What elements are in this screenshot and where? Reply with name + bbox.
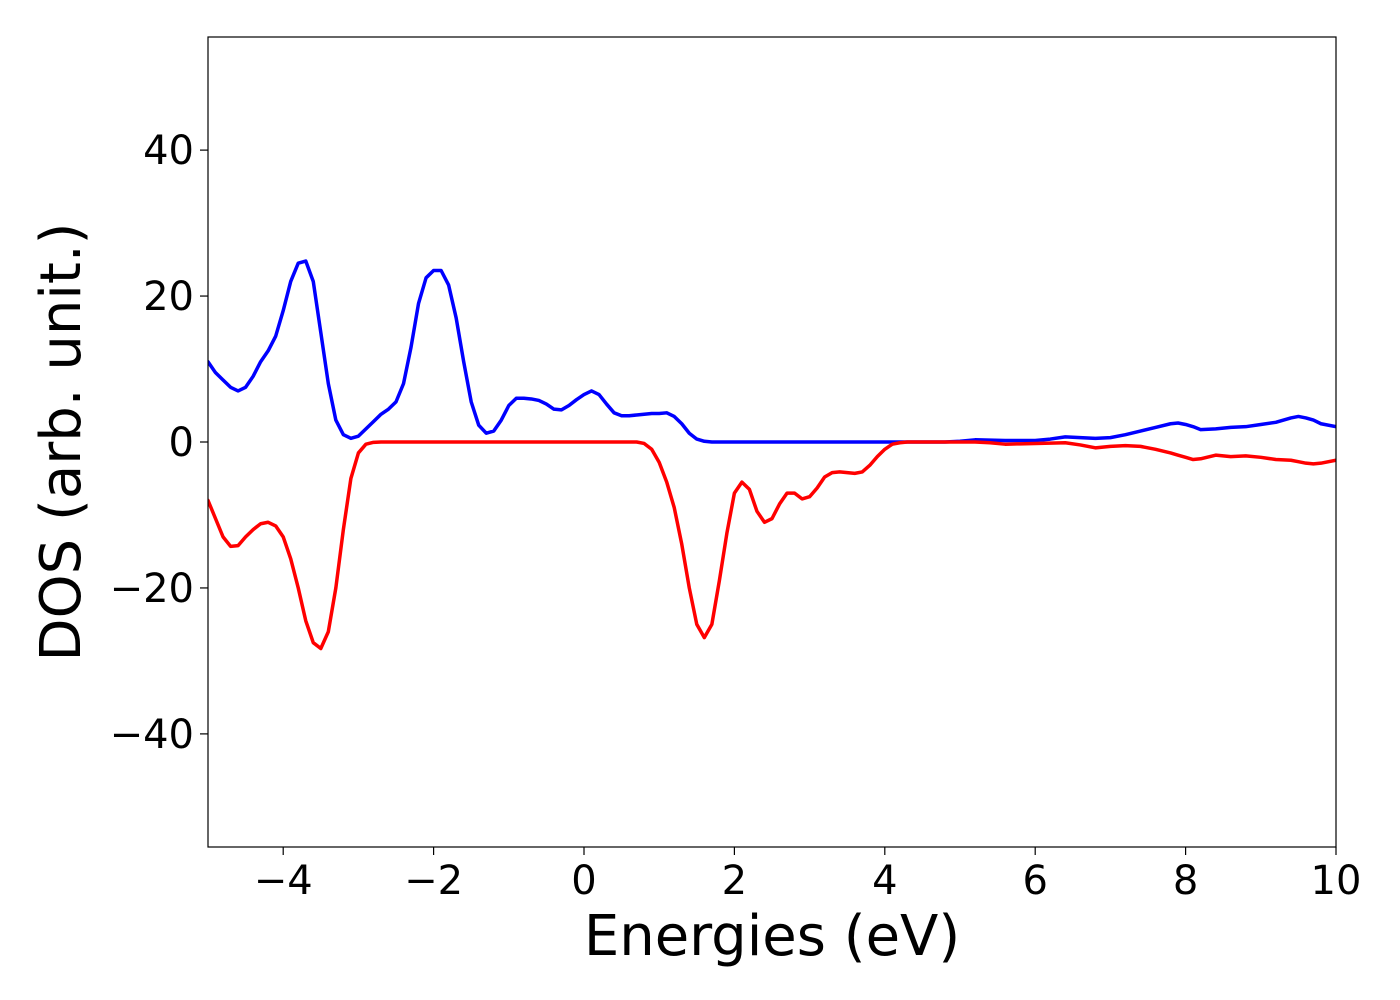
x-tick-label: 8	[1173, 858, 1198, 904]
y-tick-label: 0	[169, 420, 194, 466]
x-tick-label: 6	[1022, 858, 1047, 904]
y-tick-label: 40	[143, 128, 194, 174]
x-tick-label: 4	[872, 858, 897, 904]
x-tick-label: −4	[254, 858, 313, 904]
series-line	[208, 440, 1336, 651]
plot-lines	[208, 259, 1336, 651]
y-tick-label: −20	[110, 566, 194, 612]
x-tick-label: 2	[722, 858, 747, 904]
y-tick-label: −40	[110, 712, 194, 758]
x-axis-label: Energies (eV)	[584, 904, 960, 969]
series-line	[208, 259, 1336, 444]
x-tick-label: 10	[1311, 858, 1362, 904]
y-axis-label: DOS (arb. unit.)	[29, 222, 94, 661]
y-tick-label: 20	[143, 274, 194, 320]
x-tick-label: 0	[571, 858, 596, 904]
x-tick-label: −2	[404, 858, 463, 904]
